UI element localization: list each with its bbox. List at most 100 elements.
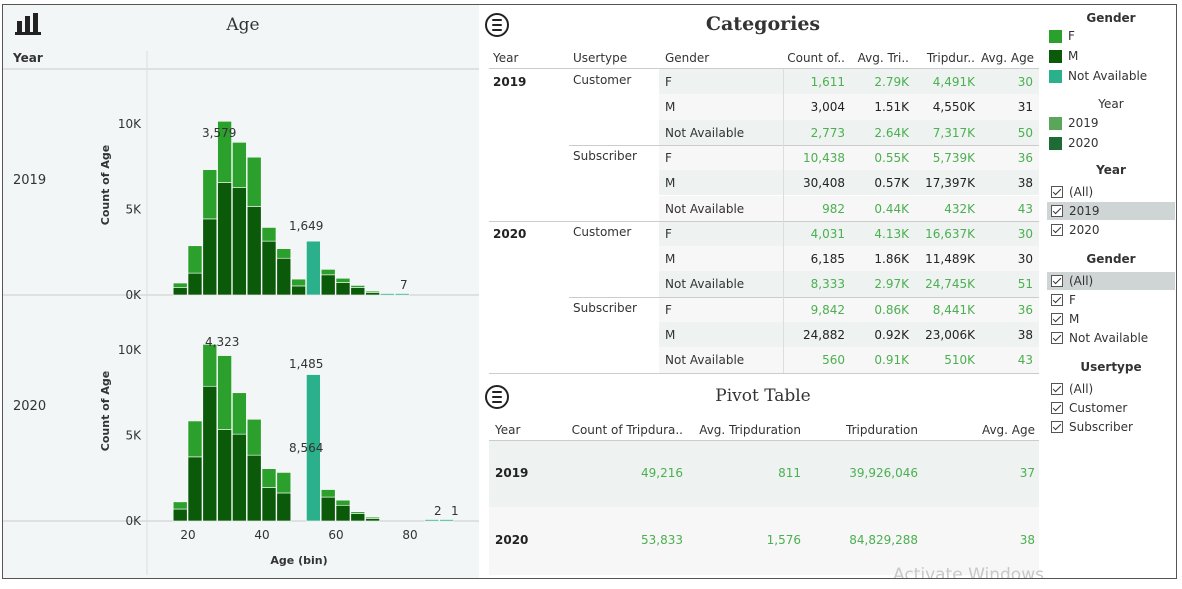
- pivot-row-year: 2020: [495, 533, 529, 547]
- histogram-bar: [276, 492, 292, 522]
- row-gender: Not Available: [665, 353, 745, 368]
- table-cell-value: 432K: [944, 201, 975, 216]
- table-cell-value: 30: [1017, 252, 1033, 267]
- filter-gender-title: Gender: [1086, 252, 1136, 266]
- row-gender: M: [665, 100, 676, 115]
- histogram-bar: [261, 487, 277, 522]
- legend-swatch: [1049, 49, 1062, 63]
- histogram-bar: [350, 513, 366, 522]
- table-row-bg: [659, 322, 1039, 348]
- filter-option-label: (All): [1069, 185, 1094, 199]
- checkbox-checked-icon[interactable]: [1051, 275, 1063, 287]
- column-header[interactable]: Avg. Tri..: [857, 51, 909, 65]
- histogram-bar: [320, 489, 336, 498]
- bar-chart-icon[interactable]: [15, 13, 41, 35]
- bar-annotation: 4,323: [205, 335, 239, 349]
- column-header[interactable]: Usertype: [573, 51, 628, 65]
- checkbox-checked-icon[interactable]: [1051, 402, 1063, 414]
- histogram-bar: [232, 187, 247, 296]
- legend-item[interactable]: Not Available: [1049, 69, 1147, 83]
- histogram-bar: [261, 227, 277, 242]
- filter-option[interactable]: 2019: [1047, 202, 1175, 220]
- pivot-cell-value: 39,926,046: [849, 466, 918, 480]
- filter-year-title: Year: [1096, 163, 1126, 177]
- histogram-bar: [335, 282, 351, 296]
- column-header[interactable]: Year: [493, 51, 519, 65]
- filter-option[interactable]: Not Available: [1047, 329, 1175, 347]
- legend-item[interactable]: F: [1049, 29, 1075, 43]
- pivot-column-header[interactable]: Avg. Age: [981, 423, 1035, 437]
- checkbox-checked-icon[interactable]: [1051, 313, 1063, 325]
- histogram-bar: [320, 269, 336, 276]
- histogram-bar: [202, 385, 218, 522]
- row-year: 2019: [493, 75, 527, 89]
- filter-option[interactable]: (All): [1047, 380, 1175, 398]
- checkbox-checked-icon[interactable]: [1051, 383, 1063, 395]
- row-header-year: Year: [13, 51, 43, 65]
- filter-option-label: (All): [1069, 382, 1094, 396]
- categories-menu-icon[interactable]: [485, 13, 509, 37]
- legend-item[interactable]: 2020: [1049, 136, 1099, 150]
- bar-annotation: 8,564: [289, 441, 323, 455]
- legend-item[interactable]: M: [1049, 49, 1078, 63]
- histogram-bar: [320, 496, 336, 522]
- table-cell-value: 2.97K: [874, 277, 909, 292]
- filter-option[interactable]: (All): [1047, 272, 1175, 290]
- histogram-bar: [187, 420, 203, 458]
- x-tick-label: 60: [328, 528, 343, 542]
- pivot-column-header[interactable]: Count of Tripdura..: [571, 423, 683, 437]
- column-header[interactable]: Tripdur..: [926, 51, 975, 65]
- histogram-bar: [246, 418, 262, 456]
- checkbox-checked-icon[interactable]: [1051, 332, 1063, 344]
- year-divider: [489, 220, 1039, 222]
- legend-label: 2020: [1068, 136, 1099, 150]
- histogram-bar: [187, 456, 203, 522]
- checkbox-checked-icon[interactable]: [1051, 294, 1063, 306]
- column-header[interactable]: Gender: [665, 51, 710, 65]
- pivot-menu-icon[interactable]: [485, 385, 509, 409]
- checkbox-checked-icon[interactable]: [1051, 421, 1063, 433]
- pivot-column-header[interactable]: Tripduration: [846, 423, 918, 437]
- pivot-column-header[interactable]: Avg. Tripduration: [699, 423, 801, 437]
- histogram-bar: [320, 274, 336, 296]
- legend-swatch: [1049, 136, 1062, 150]
- table-row-bg: [659, 119, 1039, 145]
- histogram-bar: [365, 290, 380, 293]
- row-label-2020: 2020: [13, 399, 47, 414]
- usertype-divider: [569, 296, 1039, 298]
- filter-option[interactable]: 2020: [1047, 221, 1175, 239]
- column-header[interactable]: Count of..: [787, 51, 845, 65]
- pivot-column-header[interactable]: Year: [495, 423, 521, 437]
- checkbox-checked-icon[interactable]: [1051, 205, 1063, 217]
- legend-item[interactable]: 2019: [1049, 116, 1099, 130]
- row-year: 2020: [493, 226, 527, 241]
- histogram-bar: [172, 282, 188, 288]
- table-cell-value: 5,739K: [932, 150, 975, 165]
- filter-option[interactable]: M: [1047, 310, 1175, 328]
- row-usertype: Subscriber: [573, 300, 637, 315]
- row-gender: F: [665, 75, 672, 89]
- pivot-cell-value: 84,829,288: [849, 533, 918, 547]
- filter-option[interactable]: F: [1047, 291, 1175, 309]
- legend-swatch: [1049, 69, 1062, 83]
- legend-swatch: [1049, 116, 1062, 130]
- checkbox-checked-icon[interactable]: [1051, 224, 1063, 236]
- table-cell-value: 10,438: [803, 150, 845, 165]
- categories-title: Categories: [705, 13, 821, 35]
- filter-option-label: F: [1069, 293, 1076, 307]
- table-cell-value: 11,489K: [925, 252, 975, 267]
- bar-annotation: 1,649: [289, 219, 323, 233]
- row-gender: Not Available: [665, 201, 745, 216]
- x-tick-label: 40: [254, 528, 269, 542]
- filter-option[interactable]: Subscriber: [1047, 418, 1175, 436]
- y-axis-label: Count of Age: [99, 371, 112, 451]
- histogram-bar: [394, 293, 410, 296]
- checkbox-checked-icon[interactable]: [1051, 186, 1063, 198]
- column-header[interactable]: Avg. Age: [981, 51, 1035, 65]
- table-cell-value: 0.55K: [874, 150, 909, 165]
- filter-option[interactable]: Customer: [1047, 399, 1175, 417]
- row-gender: M: [665, 328, 676, 342]
- table-row-bg: [659, 195, 1039, 221]
- histogram-bar: [202, 218, 218, 296]
- filter-option[interactable]: (All): [1047, 183, 1175, 201]
